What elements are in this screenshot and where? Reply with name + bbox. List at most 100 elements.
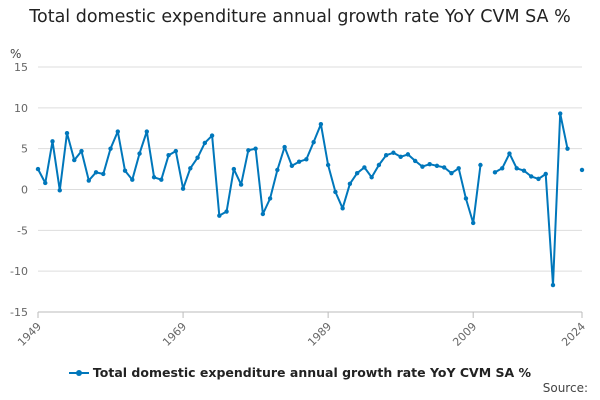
data-point bbox=[57, 188, 62, 193]
data-point bbox=[463, 196, 469, 201]
data-point bbox=[536, 176, 541, 182]
legend-swatch bbox=[68, 369, 89, 376]
data-point bbox=[180, 186, 186, 191]
y-tick-label: -10 bbox=[10, 265, 28, 278]
data-point bbox=[521, 168, 527, 173]
data-point bbox=[195, 155, 200, 160]
data-point bbox=[209, 133, 215, 138]
y-axis-label: % bbox=[10, 47, 21, 61]
data-point bbox=[304, 157, 309, 162]
data-point bbox=[267, 196, 273, 201]
data-point bbox=[72, 157, 77, 163]
x-tick-label: 2024 bbox=[559, 320, 588, 349]
data-point bbox=[151, 175, 157, 180]
data-point bbox=[231, 166, 237, 172]
data-point bbox=[449, 170, 454, 176]
data-point bbox=[478, 162, 483, 168]
data-point bbox=[166, 153, 171, 158]
data-point bbox=[275, 167, 280, 173]
data-point bbox=[558, 111, 563, 116]
data-point bbox=[93, 170, 99, 175]
data-point bbox=[369, 175, 374, 180]
series-line bbox=[37, 112, 569, 287]
y-tick-label: 10 bbox=[14, 102, 28, 115]
data-point bbox=[427, 161, 432, 167]
data-point bbox=[282, 144, 287, 150]
data-point bbox=[224, 209, 229, 214]
data-point bbox=[383, 153, 389, 158]
data-point bbox=[347, 181, 353, 186]
data-point bbox=[340, 206, 345, 211]
legend-label: Total domestic expenditure annual growth… bbox=[92, 365, 532, 380]
y-tick-label: -15 bbox=[10, 306, 28, 319]
series-points bbox=[35, 111, 585, 288]
data-point bbox=[492, 170, 498, 175]
data-point bbox=[514, 166, 519, 171]
data-point bbox=[565, 146, 570, 151]
data-point bbox=[318, 121, 324, 127]
data-point bbox=[188, 166, 193, 171]
data-point bbox=[144, 129, 149, 134]
data-point bbox=[79, 148, 84, 154]
data-point bbox=[529, 174, 534, 179]
data-point bbox=[217, 213, 222, 218]
y-tick-label: 15 bbox=[14, 61, 28, 74]
x-tick-label: 1949 bbox=[15, 320, 44, 349]
data-point bbox=[159, 177, 164, 182]
data-point bbox=[246, 148, 251, 153]
data-point bbox=[311, 139, 316, 145]
data-point bbox=[405, 152, 411, 157]
data-point bbox=[115, 129, 120, 134]
data-point bbox=[238, 182, 244, 187]
data-point bbox=[137, 151, 142, 156]
axes bbox=[37, 311, 583, 318]
data-point bbox=[50, 139, 55, 144]
chart-title: Total domestic expenditure annual growth… bbox=[29, 7, 571, 27]
data-point bbox=[325, 162, 331, 168]
gridlines bbox=[38, 66, 582, 313]
data-point bbox=[108, 146, 113, 151]
data-point bbox=[202, 140, 208, 146]
x-tick-label: 1989 bbox=[305, 320, 334, 349]
data-point bbox=[354, 170, 360, 176]
series-segment bbox=[494, 112, 569, 287]
data-point bbox=[289, 163, 295, 169]
data-point bbox=[398, 154, 403, 160]
x-tick-label: 1969 bbox=[160, 320, 189, 349]
x-tick-labels: 1949 1969 1989 2009 2024 bbox=[15, 320, 588, 349]
y-tick-label: -5 bbox=[17, 224, 28, 237]
data-point bbox=[543, 171, 548, 177]
y-tick-labels: 15 10 5 0 -5 -10 -15 bbox=[10, 61, 28, 319]
legend[interactable]: Total domestic expenditure annual growth… bbox=[0, 365, 600, 380]
data-point bbox=[130, 177, 135, 182]
data-point bbox=[420, 164, 425, 169]
data-point bbox=[43, 180, 48, 186]
data-point bbox=[86, 178, 91, 183]
source-label: Source: bbox=[542, 381, 588, 395]
y-tick-label: 0 bbox=[21, 184, 28, 197]
data-point bbox=[507, 151, 512, 156]
data-point bbox=[333, 189, 338, 195]
data-point bbox=[471, 220, 476, 226]
data-point bbox=[362, 165, 367, 170]
data-point bbox=[579, 167, 585, 173]
data-point bbox=[376, 162, 382, 168]
data-point bbox=[441, 165, 447, 170]
data-point bbox=[35, 166, 41, 172]
data-point bbox=[456, 166, 461, 171]
y-tick-label: 5 bbox=[21, 143, 28, 156]
data-point bbox=[550, 282, 556, 288]
data-point bbox=[434, 163, 440, 169]
data-point bbox=[101, 171, 106, 177]
data-point bbox=[64, 130, 70, 136]
data-point bbox=[391, 150, 396, 155]
data-point bbox=[412, 158, 418, 164]
data-point bbox=[122, 168, 128, 173]
data-point bbox=[260, 211, 266, 217]
data-point bbox=[296, 159, 302, 164]
data-point bbox=[173, 148, 179, 154]
x-tick-label: 2009 bbox=[450, 320, 479, 349]
data-point bbox=[253, 146, 258, 151]
data-point bbox=[500, 166, 505, 171]
